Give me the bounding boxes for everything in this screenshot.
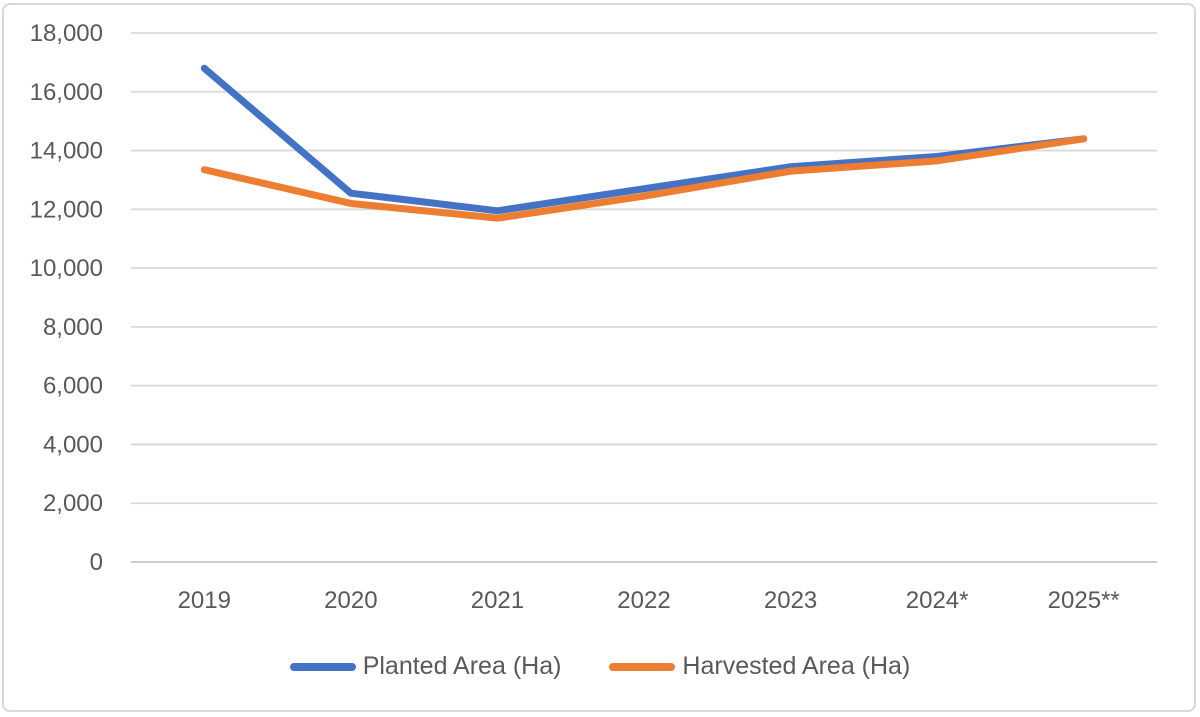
x-axis-category-label: 2023 [764, 587, 817, 614]
y-axis-tick-label: 14,000 [30, 138, 103, 165]
legend-label-harvested-area: Harvested Area (Ha) [682, 652, 911, 680]
x-axis-category-label: 2019 [178, 587, 231, 614]
planted-area-line-swatch [289, 662, 356, 671]
x-axis-category-label: 2020 [324, 587, 377, 614]
y-axis-tick-label: 6,000 [43, 373, 103, 400]
planted-area-line-series[interactable] [200, 64, 1088, 215]
y-axis-tick-label: 16,000 [30, 79, 103, 106]
y-axis-tick-label: 8,000 [43, 314, 103, 341]
y-axis-tick-label: 4,000 [43, 431, 103, 458]
y-axis-tick-label: 18,000 [30, 20, 103, 47]
harvested-area-line-series[interactable] [200, 135, 1088, 222]
y-axis-tick-label: 0 [90, 549, 103, 576]
chart-frame [2, 3, 1196, 712]
legend-item-harvested-area[interactable]: Harvested Area (Ha) [609, 652, 911, 681]
y-axis-tick-label: 12,000 [30, 196, 103, 223]
legend-label-planted-area: Planted Area (Ha) [362, 652, 562, 680]
legend-item-planted-area[interactable]: Planted Area (Ha) [289, 652, 562, 681]
x-axis-category-label: 2024* [906, 587, 969, 614]
y-axis-tick-label: 10,000 [30, 255, 103, 282]
x-axis-category-label: 2021 [471, 587, 524, 614]
x-axis-category-label: 2025** [1048, 587, 1120, 614]
harvested-area-line-swatch [609, 662, 676, 671]
chart-legend: Planted Area (Ha) Harvested Area (Ha) [0, 652, 1200, 681]
x-axis-category-label: 2022 [617, 587, 670, 614]
y-axis-tick-label: 2,000 [43, 490, 103, 517]
